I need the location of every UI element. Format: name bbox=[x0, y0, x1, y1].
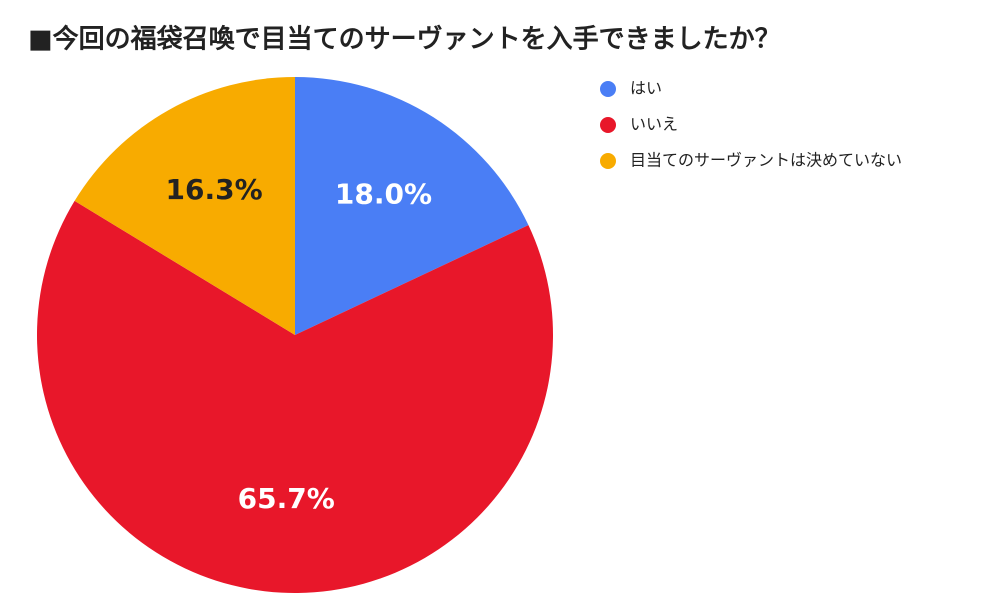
legend-label: はい bbox=[630, 79, 662, 98]
data-label: 16.3% bbox=[166, 173, 263, 206]
chart-title: ■今回の福袋召喚で目当てのサーヴァントを入手できましたか？ bbox=[28, 24, 781, 55]
legend-swatch bbox=[600, 153, 616, 169]
legend-swatch bbox=[600, 117, 616, 133]
data-label: 65.7% bbox=[238, 482, 335, 515]
pie-slice bbox=[36, 200, 553, 594]
legend-label: 目当てのサーヴァントは決めていない bbox=[630, 151, 902, 170]
data-label: 18.0% bbox=[335, 178, 432, 211]
pie-slice bbox=[74, 77, 295, 335]
legend-swatch bbox=[600, 81, 616, 97]
legend-label: いいえ bbox=[630, 115, 678, 134]
pie-slice bbox=[295, 77, 529, 335]
